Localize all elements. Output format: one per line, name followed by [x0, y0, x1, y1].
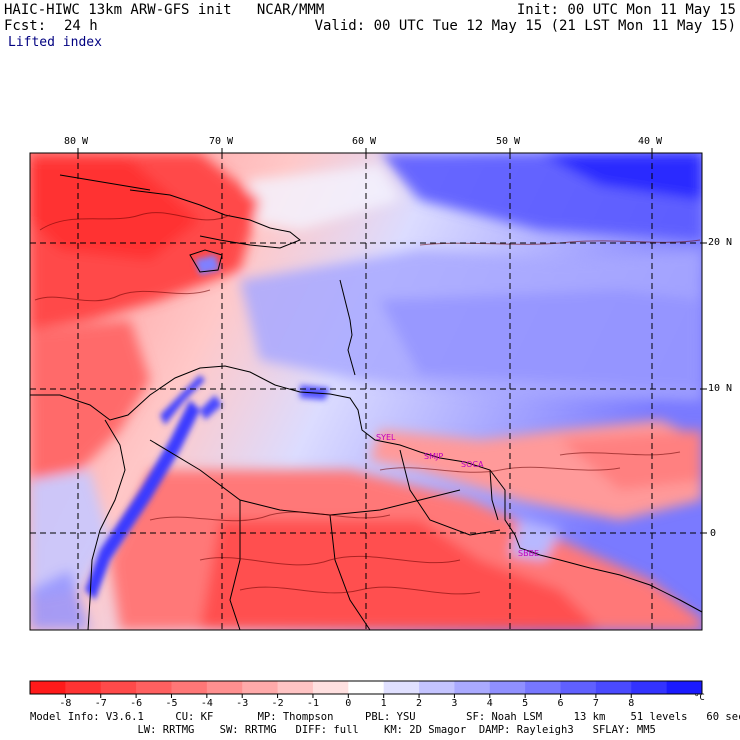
colorbar-swatch [419, 681, 455, 694]
forecast-label: Fcst: [4, 18, 47, 34]
colorbar-tick-label: -2 [272, 698, 284, 709]
colorbar-swatch [136, 681, 172, 694]
colorbar-tick-label: 8 [628, 698, 634, 709]
colorbar-tick-label: -5 [165, 698, 177, 709]
colorbar-swatch [277, 681, 314, 694]
lat-label: 10 N [708, 383, 733, 394]
map-frame [29, 152, 703, 631]
colorbar-swatch [65, 681, 102, 694]
lon-label: 70 W [209, 136, 234, 147]
valid-time: Valid: 00 UTC Tue 12 May 15 (21 LST Mon … [314, 18, 736, 34]
colorbar-swatch [312, 681, 349, 694]
lon-label: 80 W [64, 136, 89, 147]
colorbar-swatch [560, 681, 597, 694]
colorbar-tick-label: 4 [487, 698, 493, 709]
lon-label: 60 W [352, 136, 377, 147]
lon-label: 50 W [496, 136, 521, 147]
colorbar-tick-label: 7 [593, 698, 599, 709]
lat-label: 0 [710, 528, 717, 539]
forecast-hour: 24 h [64, 18, 98, 34]
colorbar-frame [29, 680, 703, 695]
colorbar-swatch [242, 681, 279, 694]
model-info-line1: Model Info: V3.6.1 CU: KF MP: Thompson P… [30, 711, 740, 723]
field-name: Lifted index [8, 35, 102, 50]
init-time: Init: 00 UTC Mon 11 May 15 [516, 2, 736, 18]
lon-label: 40 W [638, 136, 663, 147]
colorbar-unit: °C [694, 693, 705, 703]
colorbar-swatch [666, 681, 703, 694]
colorbar-swatch [383, 681, 420, 694]
station-label: SOCA [461, 460, 484, 469]
station-label: SMJP [424, 452, 443, 461]
product-title: HAIC-HIWC 13km ARW-GFS init NCAR/MMM [4, 2, 325, 18]
colorbar-swatch [595, 681, 632, 694]
lat-label: 20 N [708, 237, 733, 248]
colorbar-tick-label: 5 [522, 698, 528, 709]
colorbar-swatch [100, 681, 137, 694]
colorbar-tick-label: -7 [95, 698, 107, 709]
colorbar-swatch [454, 681, 491, 694]
colorbar-tick-label: -4 [201, 698, 213, 709]
colorbar-tick-label: 0 [345, 698, 351, 709]
colorbar-tick-label: 6 [558, 698, 564, 709]
station-label: SYEL [376, 433, 396, 442]
colorbar-tick-label: 3 [451, 698, 457, 709]
station-label: SBBE [518, 549, 539, 558]
colorbar-swatch [171, 681, 208, 694]
graticule [30, 153, 702, 630]
colorbar-swatch [489, 681, 526, 694]
colorbar-swatch [206, 681, 243, 694]
colorbar-swatch [348, 681, 385, 694]
colorbar-tick-label: -8 [59, 698, 71, 709]
colorbar-swatch [525, 681, 562, 694]
field-shading [30, 153, 702, 630]
model-info-line2: LW: RRTMG SW: RRTMG DIFF: full KM: 2D Sm… [30, 724, 656, 736]
colorbar-tick-label: 1 [381, 698, 387, 709]
colorbar-swatch [30, 681, 66, 694]
colorbar-tick-label: 2 [416, 698, 422, 709]
colorbar-tick-label: -6 [130, 698, 142, 709]
colorbar-tick-label: -1 [307, 698, 319, 709]
map-ticks [77, 148, 707, 534]
coastlines [30, 174, 703, 631]
colorbar-tick-label: -3 [236, 698, 248, 709]
colorbar: -8 -7 -6 -5 -4 -3 -2 -1 0 1 2 3 4 5 6 7 8 [29, 680, 703, 709]
colorbar-swatch [631, 681, 668, 694]
